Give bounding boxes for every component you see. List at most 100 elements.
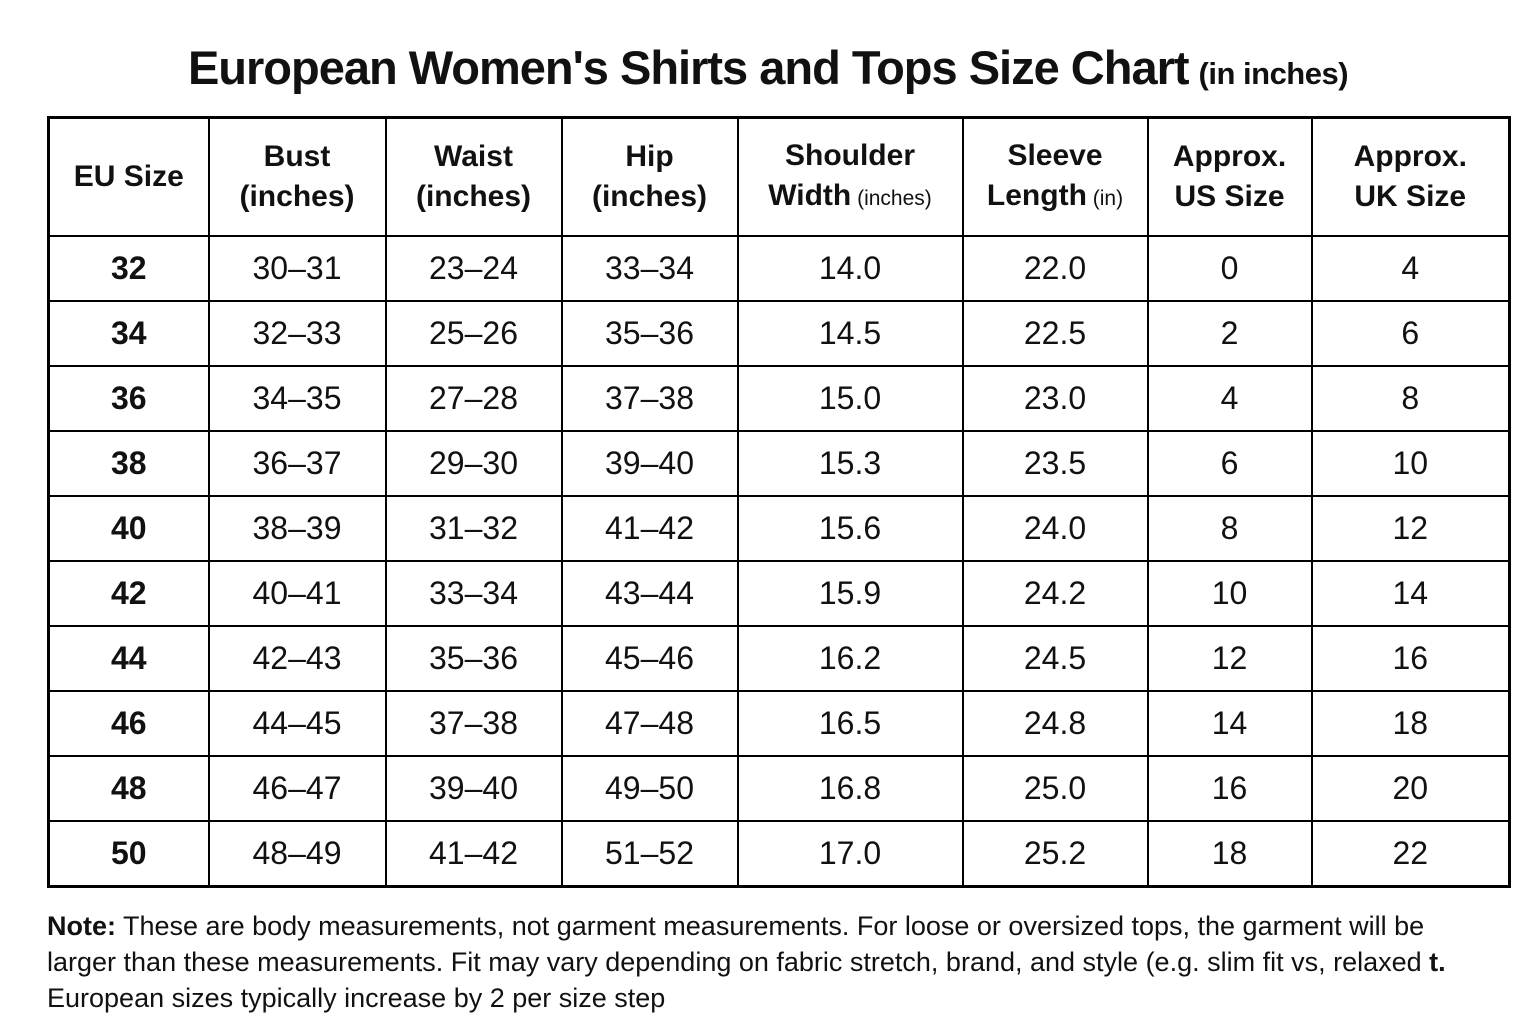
cell-us_size: 14 xyxy=(1146,690,1313,757)
cell-uk_size: 22 xyxy=(1310,820,1511,888)
cell-us_size: 6 xyxy=(1146,430,1313,497)
table-row: 36 34–35 27–28 37–38 15.0 23.0 4 8 xyxy=(47,365,1511,432)
cell-bust: 42–43 xyxy=(207,625,387,692)
table-row: 48 46–47 39–40 49–50 16.8 25.0 16 20 xyxy=(47,755,1511,822)
table-row: 44 42–43 35–36 45–46 16.2 24.5 12 16 xyxy=(47,625,1511,692)
cell-bust: 40–41 xyxy=(207,560,387,627)
cell-eu_size: 40 xyxy=(47,495,210,562)
table-row: 38 36–37 29–30 39–40 15.3 23.5 6 10 xyxy=(47,430,1511,497)
cell-sleeve_length: 24.5 xyxy=(961,625,1149,692)
cell-eu_size: 36 xyxy=(47,365,210,432)
cell-us_size: 4 xyxy=(1146,365,1313,432)
cell-uk_size: 20 xyxy=(1310,755,1511,822)
cell-bust: 32–33 xyxy=(207,300,387,367)
page-title: European Women's Shirts and Tops Size Ch… xyxy=(0,40,1536,95)
cell-eu_size: 44 xyxy=(47,625,210,692)
cell-shoulder_width: 17.0 xyxy=(736,820,964,888)
cell-waist: 23–24 xyxy=(384,235,563,302)
cell-sleeve_length: 24.2 xyxy=(961,560,1149,627)
cell-waist: 31–32 xyxy=(384,495,563,562)
cell-eu_size: 46 xyxy=(47,690,210,757)
table-row: 46 44–45 37–38 47–48 16.5 24.8 14 18 xyxy=(47,690,1511,757)
cell-uk_size: 12 xyxy=(1310,495,1511,562)
cell-uk_size: 8 xyxy=(1310,365,1511,432)
cell-us_size: 18 xyxy=(1146,820,1313,888)
cell-sleeve_length: 25.0 xyxy=(961,755,1149,822)
cell-waist: 41–42 xyxy=(384,820,563,888)
cell-eu_size: 32 xyxy=(47,235,210,302)
cell-hip: 51–52 xyxy=(560,820,739,888)
cell-us_size: 10 xyxy=(1146,560,1313,627)
column-header: EU Size xyxy=(47,116,210,237)
column-header: Bust (inches) xyxy=(207,116,387,237)
cell-shoulder_width: 14.0 xyxy=(736,235,964,302)
cell-us_size: 12 xyxy=(1146,625,1313,692)
cell-shoulder_width: 15.0 xyxy=(736,365,964,432)
table-row: 40 38–39 31–32 41–42 15.6 24.0 8 12 xyxy=(47,495,1511,562)
cell-eu_size: 38 xyxy=(47,430,210,497)
column-header: Approx. US Size xyxy=(1146,116,1313,237)
note: Note: These are body measurements, not g… xyxy=(47,908,1497,1016)
cell-hip: 45–46 xyxy=(560,625,739,692)
cell-sleeve_length: 22.5 xyxy=(961,300,1149,367)
table-header-row: EU Size Bust (inches) Waist (inches) Hip (inch… xyxy=(47,116,1511,237)
cell-waist: 29–30 xyxy=(384,430,563,497)
cell-hip: 41–42 xyxy=(560,495,739,562)
cell-eu_size: 34 xyxy=(47,300,210,367)
cell-us_size: 16 xyxy=(1146,755,1313,822)
cell-eu_size: 50 xyxy=(47,820,210,888)
cell-uk_size: 18 xyxy=(1310,690,1511,757)
page-title-main: European Women's Shirts and Tops Size Ch… xyxy=(187,41,1190,94)
cell-waist: 39–40 xyxy=(384,755,563,822)
cell-hip: 47–48 xyxy=(560,690,739,757)
table-row: 32 30–31 23–24 33–34 14.0 22.0 0 4 xyxy=(47,235,1511,302)
cell-waist: 37–38 xyxy=(384,690,563,757)
cell-bust: 30–31 xyxy=(207,235,387,302)
size-chart-table: EU Size Bust (inches) Waist (inches) Hip (inch… xyxy=(47,116,1511,888)
cell-uk_size: 14 xyxy=(1310,560,1511,627)
cell-shoulder_width: 16.5 xyxy=(736,690,964,757)
note-line-1: Note: These are body measurements, not g… xyxy=(47,911,1425,941)
cell-uk_size: 16 xyxy=(1310,625,1511,692)
cell-waist: 25–26 xyxy=(384,300,563,367)
cell-sleeve_length: 24.8 xyxy=(961,690,1149,757)
cell-waist: 33–34 xyxy=(384,560,563,627)
cell-hip: 33–34 xyxy=(560,235,739,302)
table-row: 34 32–33 25–26 35–36 14.5 22.5 2 6 xyxy=(47,300,1511,367)
cell-waist: 27–28 xyxy=(384,365,563,432)
cell-sleeve_length: 25.2 xyxy=(961,820,1149,888)
cell-bust: 36–37 xyxy=(207,430,387,497)
cell-shoulder_width: 16.2 xyxy=(736,625,964,692)
column-header: Approx. UK Size xyxy=(1310,116,1511,237)
cell-eu_size: 42 xyxy=(47,560,210,627)
cell-uk_size: 6 xyxy=(1310,300,1511,367)
cell-shoulder_width: 16.8 xyxy=(736,755,964,822)
cell-shoulder_width: 14.5 xyxy=(736,300,964,367)
cell-uk_size: 4 xyxy=(1310,235,1511,302)
cell-sleeve_length: 23.5 xyxy=(961,430,1149,497)
table-body: 32 30–31 23–24 33–34 14.0 22.0 0 4 34 32–33 25–26 3… xyxy=(47,235,1511,888)
cell-us_size: 2 xyxy=(1146,300,1313,367)
column-header: Hip (inches) xyxy=(560,116,739,237)
cell-eu_size: 48 xyxy=(47,755,210,822)
cell-hip: 43–44 xyxy=(560,560,739,627)
table-row: 50 48–49 41–42 51–52 17.0 25.2 18 22 xyxy=(47,820,1511,888)
page-title-suffix: (in inches) xyxy=(1198,56,1349,91)
cell-bust: 34–35 xyxy=(207,365,387,432)
cell-hip: 49–50 xyxy=(560,755,739,822)
note-label: Note: xyxy=(47,911,116,941)
cell-bust: 38–39 xyxy=(207,495,387,562)
table-row: 42 40–41 33–34 43–44 15.9 24.2 10 14 xyxy=(47,560,1511,627)
cell-bust: 48–49 xyxy=(207,820,387,888)
cell-waist: 35–36 xyxy=(384,625,563,692)
cell-us_size: 0 xyxy=(1146,235,1313,302)
column-header: Sleeve Length (in) xyxy=(961,116,1149,237)
cell-hip: 39–40 xyxy=(560,430,739,497)
note-line-2: larger than these measurements. Fit may … xyxy=(47,947,1446,977)
cell-bust: 46–47 xyxy=(207,755,387,822)
cell-sleeve_length: 24.0 xyxy=(961,495,1149,562)
cell-shoulder_width: 15.3 xyxy=(736,430,964,497)
cell-uk_size: 10 xyxy=(1310,430,1511,497)
column-header: Shoulder Width (inches) xyxy=(736,116,964,237)
